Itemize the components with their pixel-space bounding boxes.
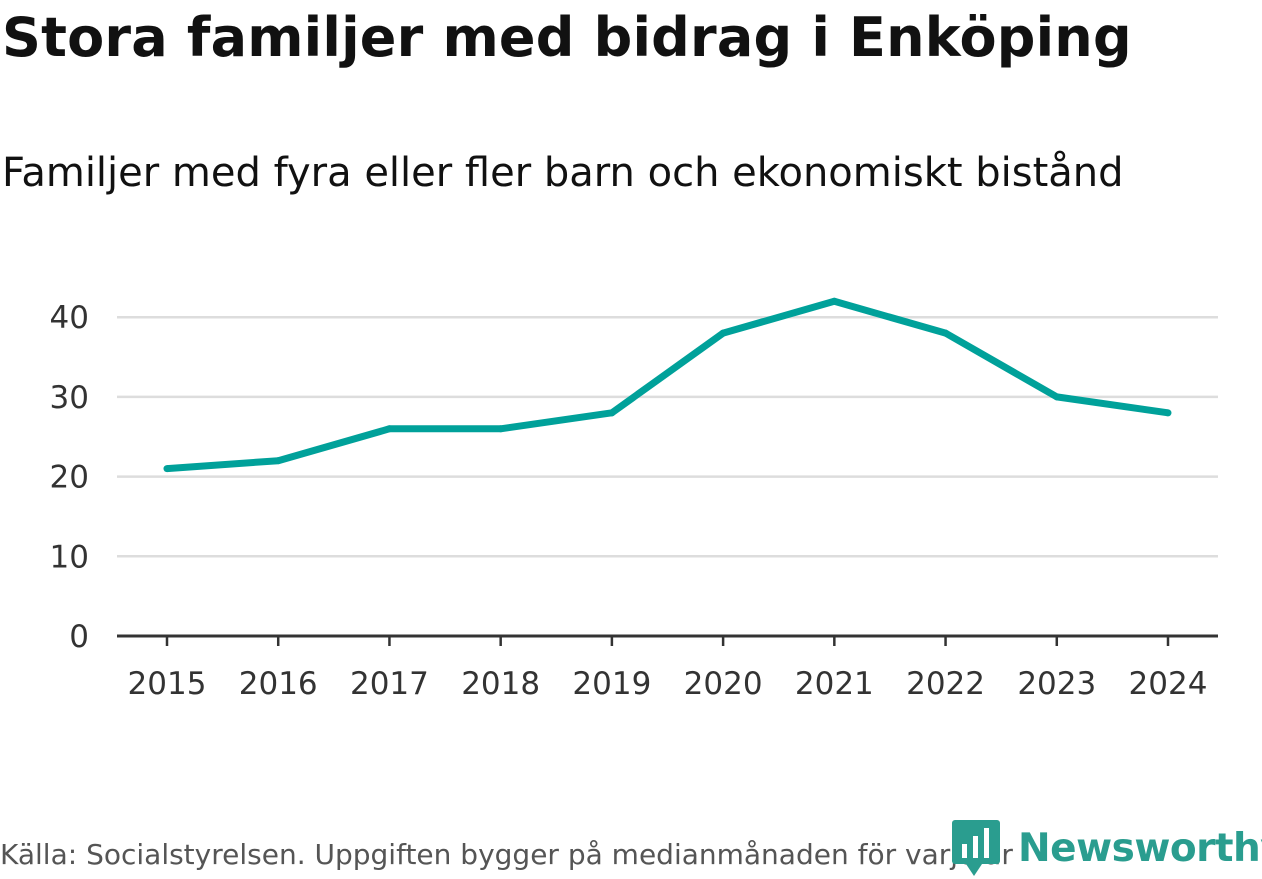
brand-logo[interactable]: Newsworthy — [952, 818, 1262, 878]
data-point-2024[interactable] — [1164, 409, 1172, 417]
x-axis-ticks: 2015 2016 2017 2018 2019 2020 2021 2022 2023 2024 — [128, 636, 1208, 702]
x-tick-label: 2018 — [461, 666, 540, 702]
y-tick-label: 0 — [69, 619, 89, 655]
chart-subtitle: Familjer med fyra eller fler barn och ek… — [2, 150, 1124, 196]
y-tick-label: 40 — [50, 300, 89, 336]
data-point-2020[interactable] — [719, 329, 727, 337]
data-point-2019[interactable] — [608, 409, 616, 417]
x-tick-label: 2021 — [795, 666, 874, 702]
source-note: Källa: Socialstyrelsen. Uppgiften bygger… — [0, 838, 1013, 871]
x-tick-label: 2019 — [572, 666, 651, 702]
data-point-2016[interactable] — [274, 457, 282, 465]
gridlines — [117, 315, 1218, 558]
x-tick-label: 2024 — [1129, 666, 1208, 702]
chart-title: Stora familjer med bidrag i Enköping — [2, 6, 1132, 69]
y-tick-label: 10 — [50, 539, 89, 575]
data-point-2015[interactable] — [163, 465, 171, 473]
series-line-0 — [166, 297, 1169, 473]
x-tick-label: 2016 — [239, 666, 318, 702]
x-tick-label: 2017 — [350, 666, 429, 702]
x-tick-label: 2015 — [128, 666, 207, 702]
x-tick-label: 2022 — [906, 666, 985, 702]
x-tick-label: 2020 — [684, 666, 763, 702]
y-tick-label: 20 — [50, 460, 89, 496]
brand-name: Newsworthy — [1018, 825, 1262, 871]
data-point-2017[interactable] — [385, 425, 393, 433]
y-tick-label: 30 — [50, 380, 89, 416]
data-point-2022[interactable] — [942, 329, 950, 337]
data-point-2018[interactable] — [497, 425, 505, 433]
data-point-2023[interactable] — [1053, 393, 1061, 401]
y-axis-ticks: 0 10 20 30 40 — [50, 300, 89, 655]
series-lines — [163, 297, 1172, 473]
data-point-2021[interactable] — [830, 297, 838, 305]
newsworthy-logo-icon — [952, 820, 1000, 876]
x-tick-label: 2023 — [1017, 666, 1096, 702]
